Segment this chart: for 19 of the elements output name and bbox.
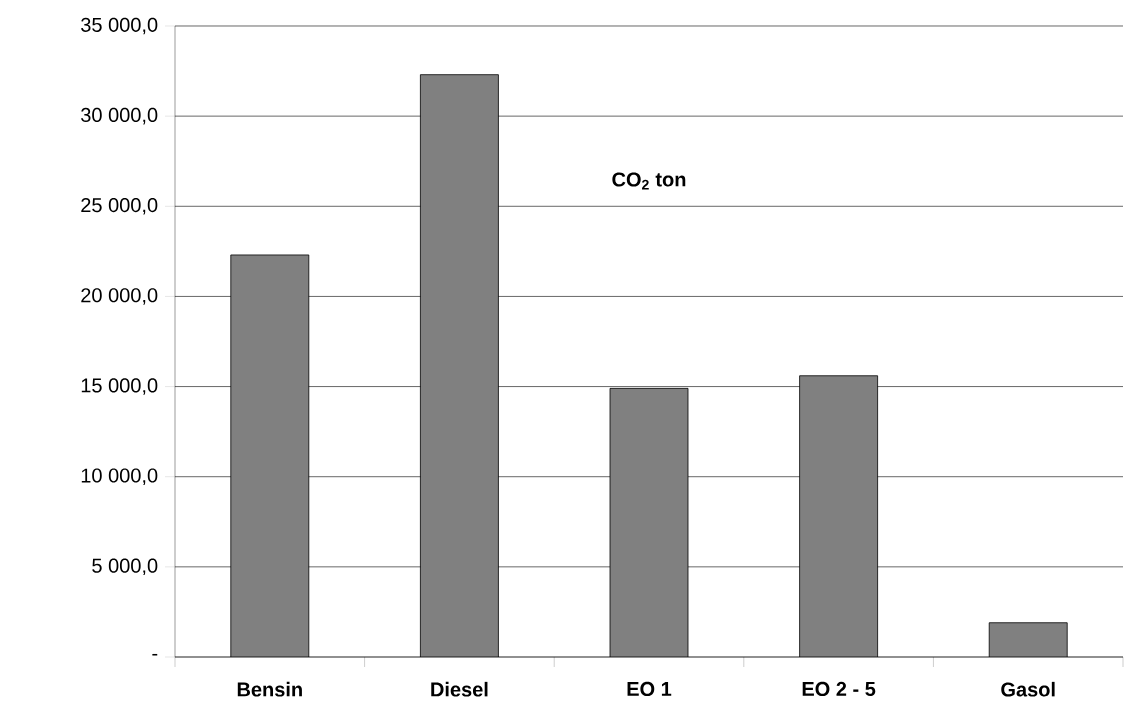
text: CO$_{2}$ ton xyxy=(612,172,686,190)
x-tick-label: Diesel xyxy=(431,681,488,697)
bar xyxy=(420,74,499,657)
y-tick-label: - xyxy=(152,653,158,656)
x-tick-label: EO 1 xyxy=(627,681,672,697)
bar xyxy=(988,622,1068,657)
bar xyxy=(799,375,879,657)
y-tick-label: 25 000,0 xyxy=(81,198,158,215)
y-tick-label: 15 000,0 xyxy=(81,378,158,395)
y-tick-label: 5 000,0 xyxy=(92,558,158,576)
y-tick-label: 35 000,0 xyxy=(81,17,158,35)
bar xyxy=(230,254,310,657)
y-tick-label: 20 000,0 xyxy=(81,288,158,305)
y-tick-label: 10 000,0 xyxy=(81,468,158,485)
x-tick-label: EO 2 - 5 xyxy=(802,681,876,697)
x-tick-label: Bensin xyxy=(237,681,302,697)
y-tick-label: 30 000,0 xyxy=(81,107,158,125)
x-tick-label: Gasol xyxy=(1001,681,1055,697)
bar xyxy=(609,387,689,657)
